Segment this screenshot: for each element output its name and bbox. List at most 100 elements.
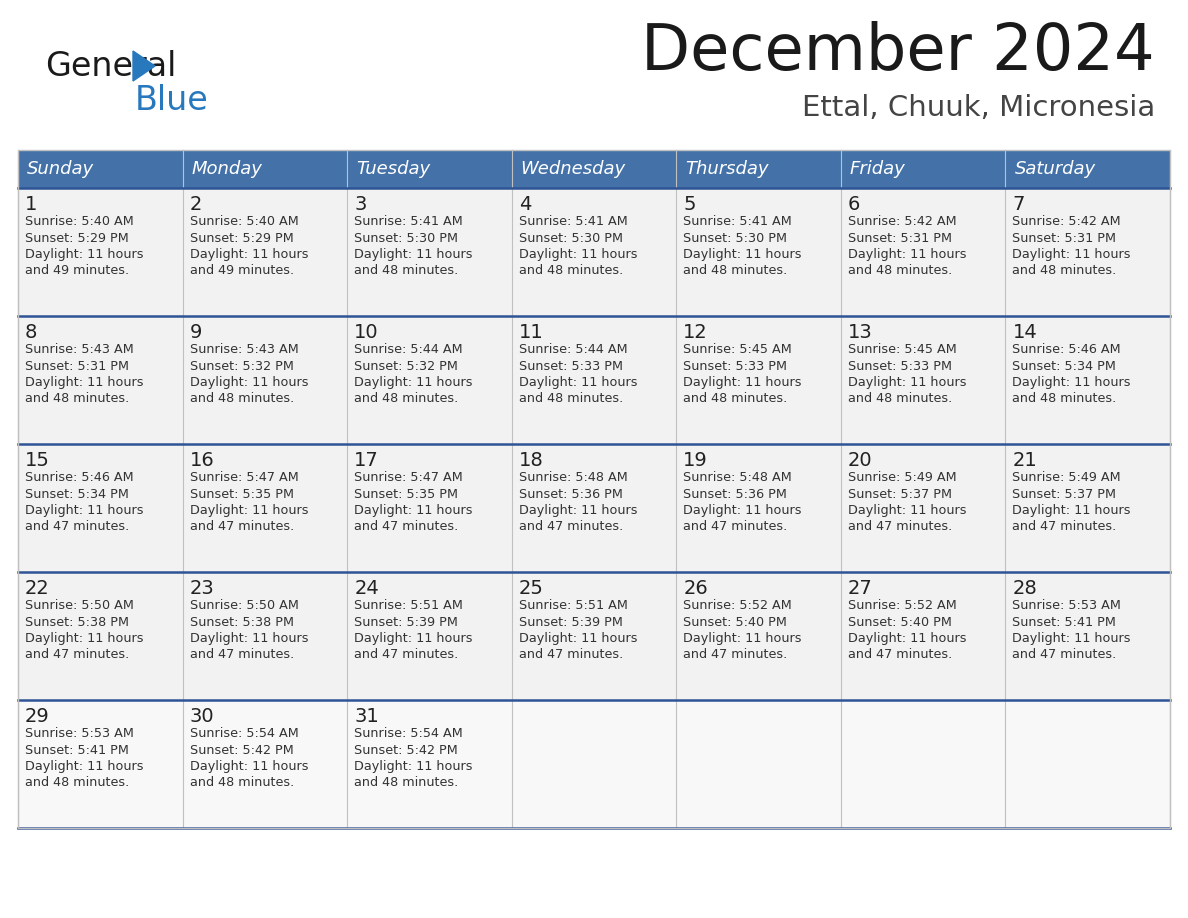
Text: Sunset: 5:36 PM: Sunset: 5:36 PM [683, 487, 788, 500]
Text: 21: 21 [1012, 451, 1037, 470]
Text: and 47 minutes.: and 47 minutes. [683, 648, 788, 662]
Bar [18, 444, 183, 572]
Text: Sunset: 5:42 PM: Sunset: 5:42 PM [354, 744, 457, 756]
Text: and 47 minutes.: and 47 minutes. [519, 521, 623, 533]
Bar [676, 572, 841, 700]
Text: and 47 minutes.: and 47 minutes. [519, 648, 623, 662]
Bar [347, 444, 512, 572]
Text: Sunrise: 5:50 AM: Sunrise: 5:50 AM [25, 599, 134, 612]
Text: Daylight: 11 hours: Daylight: 11 hours [190, 632, 308, 645]
Text: Sunset: 5:37 PM: Sunset: 5:37 PM [1012, 487, 1117, 500]
Text: and 48 minutes.: and 48 minutes. [190, 777, 293, 789]
Text: Daylight: 11 hours: Daylight: 11 hours [190, 504, 308, 517]
Text: 25: 25 [519, 579, 544, 598]
Bar [841, 444, 1005, 572]
Text: Daylight: 11 hours: Daylight: 11 hours [25, 632, 144, 645]
Text: 24: 24 [354, 579, 379, 598]
Text: 6: 6 [848, 195, 860, 214]
Bar [1005, 150, 1170, 188]
Text: and 48 minutes.: and 48 minutes. [25, 393, 129, 406]
Bar [183, 572, 347, 700]
Bar [183, 444, 347, 572]
Text: Sunrise: 5:51 AM: Sunrise: 5:51 AM [519, 599, 627, 612]
Bar [512, 444, 676, 572]
Text: Sunrise: 5:41 AM: Sunrise: 5:41 AM [683, 215, 792, 228]
Text: and 48 minutes.: and 48 minutes. [519, 393, 623, 406]
Text: and 48 minutes.: and 48 minutes. [25, 777, 129, 789]
Text: Daylight: 11 hours: Daylight: 11 hours [683, 376, 802, 389]
Text: and 48 minutes.: and 48 minutes. [683, 393, 788, 406]
Text: 29: 29 [25, 707, 50, 726]
Text: Sunrise: 5:42 AM: Sunrise: 5:42 AM [1012, 215, 1121, 228]
Text: Sunrise: 5:40 AM: Sunrise: 5:40 AM [25, 215, 134, 228]
Text: Sunset: 5:29 PM: Sunset: 5:29 PM [25, 231, 128, 244]
Bar [18, 700, 183, 828]
Text: 16: 16 [190, 451, 214, 470]
Text: Sunset: 5:36 PM: Sunset: 5:36 PM [519, 487, 623, 500]
Bar [347, 700, 512, 828]
Text: Sunrise: 5:52 AM: Sunrise: 5:52 AM [848, 599, 956, 612]
Text: Sunset: 5:35 PM: Sunset: 5:35 PM [190, 487, 293, 500]
Text: Sunset: 5:34 PM: Sunset: 5:34 PM [25, 487, 128, 500]
Text: Sunrise: 5:50 AM: Sunrise: 5:50 AM [190, 599, 298, 612]
Text: Sunset: 5:41 PM: Sunset: 5:41 PM [1012, 615, 1117, 629]
Bar [676, 316, 841, 444]
Text: 9: 9 [190, 323, 202, 342]
Bar [512, 700, 676, 828]
Text: and 48 minutes.: and 48 minutes. [683, 264, 788, 277]
Text: Sunday: Sunday [27, 160, 94, 178]
Bar [1005, 316, 1170, 444]
Text: Sunrise: 5:47 AM: Sunrise: 5:47 AM [190, 471, 298, 484]
Text: 7: 7 [1012, 195, 1025, 214]
Bar [1005, 188, 1170, 316]
Text: Sunset: 5:37 PM: Sunset: 5:37 PM [848, 487, 952, 500]
Bar [676, 444, 841, 572]
Text: and 47 minutes.: and 47 minutes. [1012, 521, 1117, 533]
Bar [676, 188, 841, 316]
Bar [512, 316, 676, 444]
Text: Daylight: 11 hours: Daylight: 11 hours [1012, 632, 1131, 645]
Text: and 47 minutes.: and 47 minutes. [25, 648, 129, 662]
Text: Daylight: 11 hours: Daylight: 11 hours [1012, 376, 1131, 389]
Text: 15: 15 [25, 451, 50, 470]
Text: Sunrise: 5:52 AM: Sunrise: 5:52 AM [683, 599, 792, 612]
Text: Daylight: 11 hours: Daylight: 11 hours [683, 632, 802, 645]
Text: Daylight: 11 hours: Daylight: 11 hours [25, 248, 144, 261]
Text: Daylight: 11 hours: Daylight: 11 hours [354, 376, 473, 389]
Text: Sunset: 5:38 PM: Sunset: 5:38 PM [25, 615, 129, 629]
Text: Sunset: 5:40 PM: Sunset: 5:40 PM [683, 615, 788, 629]
Text: 3: 3 [354, 195, 367, 214]
Bar [183, 188, 347, 316]
Text: and 49 minutes.: and 49 minutes. [25, 264, 129, 277]
Text: Sunset: 5:33 PM: Sunset: 5:33 PM [683, 360, 788, 373]
Text: 1: 1 [25, 195, 37, 214]
Text: Daylight: 11 hours: Daylight: 11 hours [683, 504, 802, 517]
Text: Tuesday: Tuesday [356, 160, 430, 178]
Text: Sunrise: 5:43 AM: Sunrise: 5:43 AM [25, 343, 134, 356]
Text: Daylight: 11 hours: Daylight: 11 hours [848, 504, 966, 517]
Text: Daylight: 11 hours: Daylight: 11 hours [848, 248, 966, 261]
Text: Daylight: 11 hours: Daylight: 11 hours [354, 248, 473, 261]
Bar [18, 150, 183, 188]
Text: Sunset: 5:40 PM: Sunset: 5:40 PM [848, 615, 952, 629]
Text: Sunset: 5:30 PM: Sunset: 5:30 PM [683, 231, 788, 244]
Text: Sunrise: 5:47 AM: Sunrise: 5:47 AM [354, 471, 463, 484]
Text: Thursday: Thursday [685, 160, 769, 178]
Bar [841, 572, 1005, 700]
Text: 14: 14 [1012, 323, 1037, 342]
Text: Daylight: 11 hours: Daylight: 11 hours [25, 376, 144, 389]
Text: 19: 19 [683, 451, 708, 470]
Text: Daylight: 11 hours: Daylight: 11 hours [519, 248, 637, 261]
Text: Daylight: 11 hours: Daylight: 11 hours [190, 760, 308, 773]
Text: Sunrise: 5:48 AM: Sunrise: 5:48 AM [683, 471, 792, 484]
Text: 18: 18 [519, 451, 543, 470]
Text: Daylight: 11 hours: Daylight: 11 hours [1012, 504, 1131, 517]
Text: Sunrise: 5:53 AM: Sunrise: 5:53 AM [1012, 599, 1121, 612]
Text: Sunset: 5:41 PM: Sunset: 5:41 PM [25, 744, 128, 756]
Text: Sunrise: 5:46 AM: Sunrise: 5:46 AM [25, 471, 133, 484]
Text: Sunrise: 5:53 AM: Sunrise: 5:53 AM [25, 727, 134, 740]
Text: Sunset: 5:31 PM: Sunset: 5:31 PM [1012, 231, 1117, 244]
Text: Sunrise: 5:54 AM: Sunrise: 5:54 AM [190, 727, 298, 740]
Text: 11: 11 [519, 323, 543, 342]
Text: and 47 minutes.: and 47 minutes. [848, 521, 952, 533]
